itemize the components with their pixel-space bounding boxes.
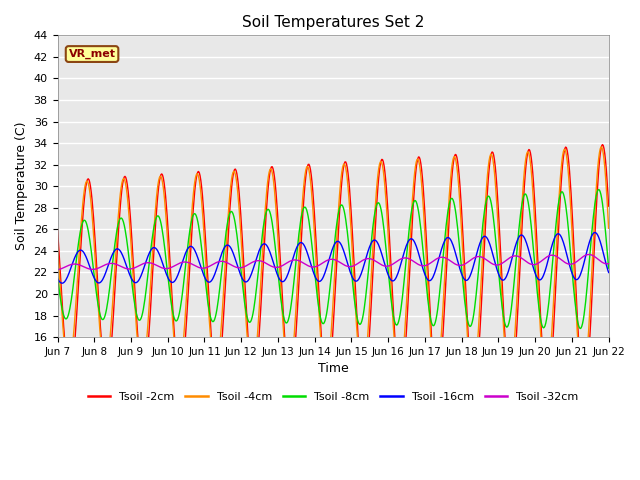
Tsoil -32cm xyxy=(205,264,213,269)
Tsoil -2cm xyxy=(400,362,408,368)
Tsoil -16cm xyxy=(58,280,66,286)
Tsoil -4cm xyxy=(63,362,71,368)
Tsoil -8cm xyxy=(54,274,61,279)
Tsoil -2cm xyxy=(120,174,128,180)
Tsoil -2cm xyxy=(416,156,424,162)
Tsoil -32cm xyxy=(63,263,71,269)
Tsoil -2cm xyxy=(580,388,588,394)
Title: Soil Temperatures Set 2: Soil Temperatures Set 2 xyxy=(242,15,424,30)
X-axis label: Time: Time xyxy=(317,362,348,375)
Tsoil -8cm xyxy=(577,325,584,331)
Tsoil -4cm xyxy=(400,340,408,346)
Line: Tsoil -32cm: Tsoil -32cm xyxy=(58,254,609,270)
Tsoil -16cm xyxy=(54,276,61,281)
Tsoil -32cm xyxy=(585,252,593,257)
Tsoil -4cm xyxy=(416,166,424,171)
Tsoil -16cm xyxy=(121,259,129,264)
Tsoil -2cm xyxy=(605,204,612,209)
Tsoil -32cm xyxy=(54,267,61,273)
Tsoil -2cm xyxy=(598,142,606,147)
Tsoil -4cm xyxy=(120,176,128,182)
Tsoil -32cm xyxy=(416,263,424,268)
Tsoil -16cm xyxy=(591,229,598,235)
Legend: Tsoil -2cm, Tsoil -4cm, Tsoil -8cm, Tsoil -16cm, Tsoil -32cm: Tsoil -2cm, Tsoil -4cm, Tsoil -8cm, Tsoi… xyxy=(84,388,582,407)
Line: Tsoil -4cm: Tsoil -4cm xyxy=(58,147,609,383)
Tsoil -2cm xyxy=(177,376,184,382)
Tsoil -16cm xyxy=(206,279,214,285)
Tsoil -16cm xyxy=(401,248,408,253)
Tsoil -8cm xyxy=(605,265,612,271)
Tsoil -8cm xyxy=(416,220,424,226)
Line: Tsoil -8cm: Tsoil -8cm xyxy=(58,190,609,328)
Y-axis label: Soil Temperature (C): Soil Temperature (C) xyxy=(15,122,28,251)
Tsoil -4cm xyxy=(605,226,612,231)
Tsoil -2cm xyxy=(63,365,71,371)
Tsoil -2cm xyxy=(205,303,213,309)
Text: VR_met: VR_met xyxy=(68,49,116,59)
Tsoil -4cm xyxy=(205,317,213,323)
Tsoil -2cm xyxy=(54,227,61,232)
Tsoil -8cm xyxy=(120,222,128,228)
Tsoil -32cm xyxy=(120,265,128,271)
Tsoil -32cm xyxy=(177,260,184,266)
Tsoil -16cm xyxy=(605,270,612,276)
Tsoil -4cm xyxy=(54,243,61,249)
Tsoil -8cm xyxy=(63,314,71,320)
Tsoil -8cm xyxy=(177,306,184,312)
Tsoil -32cm xyxy=(605,261,612,266)
Tsoil -4cm xyxy=(597,144,605,150)
Line: Tsoil -16cm: Tsoil -16cm xyxy=(58,232,609,283)
Tsoil -8cm xyxy=(595,187,602,192)
Tsoil -16cm xyxy=(417,259,425,264)
Tsoil -16cm xyxy=(177,264,185,269)
Line: Tsoil -2cm: Tsoil -2cm xyxy=(58,144,609,391)
Tsoil -16cm xyxy=(65,272,72,278)
Tsoil -4cm xyxy=(177,364,184,370)
Tsoil -4cm xyxy=(579,380,586,385)
Tsoil -8cm xyxy=(205,309,213,314)
Tsoil -32cm xyxy=(400,255,408,261)
Tsoil -8cm xyxy=(400,279,408,285)
